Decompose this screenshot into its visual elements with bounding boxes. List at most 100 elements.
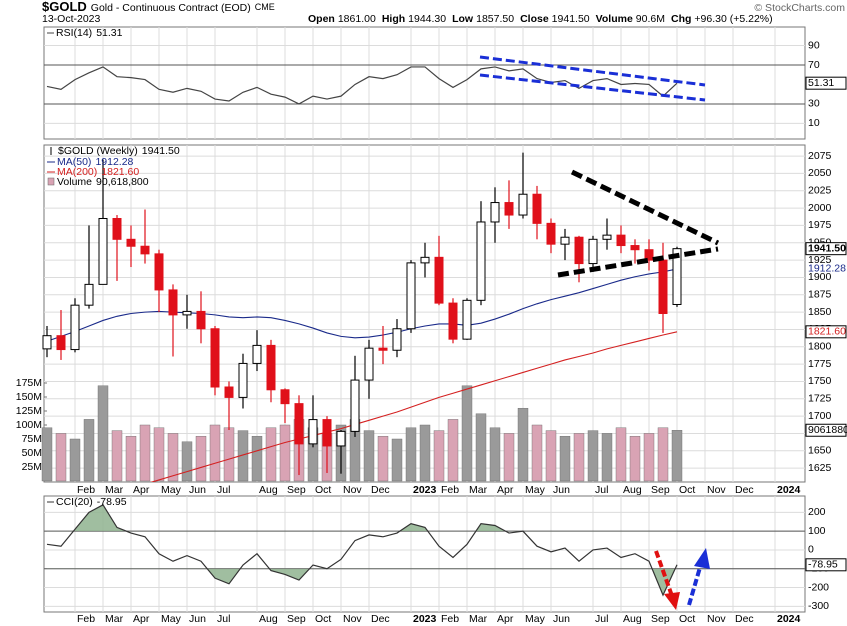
volume-bar bbox=[531, 424, 543, 482]
y-tick-label: 30 bbox=[808, 98, 820, 110]
candle-body bbox=[532, 193, 542, 224]
y-tick-label: -200 bbox=[808, 581, 829, 593]
candle-body bbox=[490, 202, 500, 223]
y-tick-label: 70 bbox=[808, 59, 820, 71]
x-tick-label: Sep bbox=[651, 484, 670, 496]
moving-average bbox=[150, 331, 678, 482]
quote-label: Chg bbox=[671, 13, 691, 25]
candle-body bbox=[546, 222, 556, 245]
volume-bar bbox=[587, 430, 599, 482]
y-tick-label: 1625 bbox=[808, 462, 832, 474]
candle-body bbox=[70, 304, 80, 351]
exchange: CME bbox=[255, 2, 275, 12]
legend-text: $GOLD (Weekly) bbox=[58, 145, 138, 157]
volume-bar bbox=[643, 433, 655, 482]
trend-line bbox=[479, 55, 706, 87]
candle-body bbox=[252, 344, 262, 364]
volume-bar bbox=[517, 407, 529, 482]
legend-text: MA(50) bbox=[57, 156, 91, 168]
legend-entry: $GOLD (Weekly) 1941.50 bbox=[58, 145, 180, 157]
volume-bar bbox=[629, 435, 641, 482]
y-tick-label: 0 bbox=[808, 544, 814, 556]
value-tag-label: -78.95 bbox=[808, 559, 838, 571]
y-tick-label: 2025 bbox=[808, 185, 832, 197]
x-tick-label: Aug bbox=[259, 613, 278, 625]
volume-bar bbox=[209, 424, 221, 482]
quote-label: High bbox=[382, 13, 405, 25]
legend-entry: MA(50) 1912.28 bbox=[57, 156, 134, 168]
volume-bar bbox=[461, 385, 473, 482]
value-tag-label: 1821.60 bbox=[808, 326, 846, 338]
legend-text: 1941.50 bbox=[142, 145, 180, 157]
candle-body bbox=[560, 236, 570, 245]
trend-line bbox=[557, 246, 719, 278]
symbol: $GOLD bbox=[42, 0, 87, 14]
x-tick-label: May bbox=[161, 484, 182, 496]
volume-bar bbox=[41, 427, 53, 482]
volume-bar bbox=[503, 433, 515, 482]
candle-body bbox=[504, 202, 514, 216]
candle-body bbox=[574, 236, 584, 265]
y-tick-label: 100 bbox=[808, 525, 826, 537]
candle-body bbox=[336, 430, 346, 447]
x-tick-label: May bbox=[525, 613, 546, 625]
legend-text: -78.95 bbox=[97, 496, 127, 508]
y-tick-label: 1700 bbox=[808, 410, 832, 422]
quote-label: Volume bbox=[596, 13, 633, 25]
candle-body bbox=[98, 218, 108, 285]
annotations bbox=[479, 55, 720, 610]
arrow-shaft bbox=[687, 563, 703, 606]
quote-value: 1944.30 bbox=[408, 13, 446, 25]
x-tick-label: Oct bbox=[679, 613, 695, 625]
y-tick-label: 1800 bbox=[808, 341, 832, 353]
arrow-head bbox=[694, 548, 710, 569]
volume-bar bbox=[573, 433, 585, 482]
y-tick-label: -300 bbox=[808, 600, 829, 612]
value-tag: 1941.50 bbox=[805, 242, 847, 256]
value-tag-box bbox=[805, 325, 847, 339]
candle-body bbox=[462, 299, 472, 340]
quote-value: 1861.00 bbox=[338, 13, 376, 25]
volume-bar bbox=[83, 419, 95, 482]
volume-bar bbox=[363, 430, 375, 482]
y-tick-label: 90 bbox=[808, 39, 820, 51]
candle-body bbox=[518, 193, 528, 216]
candle-body bbox=[266, 344, 276, 391]
candle-body bbox=[378, 347, 388, 351]
volume-bar bbox=[251, 435, 263, 482]
value-tag-label: 9061880 bbox=[808, 424, 847, 436]
volume-bar bbox=[601, 433, 613, 482]
x-tick-label: Sep bbox=[287, 484, 306, 496]
y-tick-label: 200 bbox=[808, 506, 826, 518]
x-tick-label: Nov bbox=[343, 484, 362, 496]
volume-bar bbox=[181, 441, 193, 482]
volume-bar bbox=[139, 424, 151, 482]
trend-line bbox=[570, 169, 720, 246]
candle-body bbox=[322, 419, 332, 447]
x-tick-label: Dec bbox=[371, 613, 390, 625]
x-tick-label: Sep bbox=[651, 613, 670, 625]
x-tick-label: Jun bbox=[553, 613, 570, 625]
volume-bar bbox=[265, 427, 277, 482]
x-tick-label: Jul bbox=[595, 484, 608, 496]
x-tick-label: Jun bbox=[189, 484, 206, 496]
volume-bar bbox=[153, 427, 165, 482]
candle-body bbox=[154, 253, 164, 291]
trend-line bbox=[479, 73, 706, 102]
y-tick-label: 1900 bbox=[808, 271, 832, 283]
volume-bar bbox=[111, 430, 123, 482]
volume-bar bbox=[559, 435, 571, 482]
x-tick-label: Jun bbox=[189, 613, 206, 625]
y-tick-label: 10 bbox=[808, 117, 820, 129]
x-tick-label: Mar bbox=[105, 484, 124, 496]
x-tick-label: May bbox=[525, 484, 546, 496]
candle-body bbox=[658, 259, 668, 314]
volume-tick-label: 125M bbox=[16, 405, 42, 417]
candle-body bbox=[42, 335, 52, 350]
value-tag: 51.31 bbox=[805, 76, 847, 90]
volume-bar bbox=[195, 435, 207, 482]
x-tick-label: Apr bbox=[133, 484, 150, 496]
quote-value: +96.30 (+5.22%) bbox=[694, 13, 772, 25]
y-tick-label: 1650 bbox=[808, 445, 832, 457]
value-tag: -78.95 bbox=[805, 558, 847, 572]
